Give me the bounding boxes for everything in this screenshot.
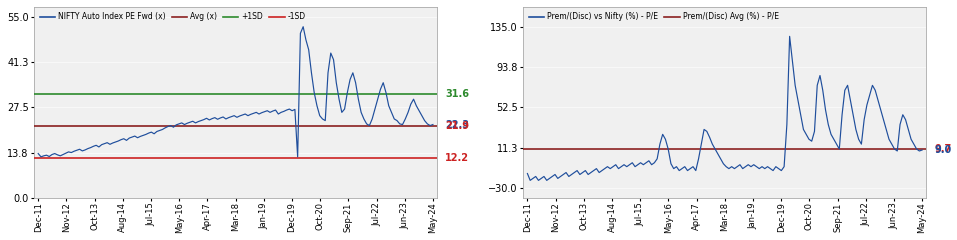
Text: 12.2: 12.2	[445, 153, 469, 163]
Text: 9.7: 9.7	[934, 144, 951, 154]
Text: 31.6: 31.6	[445, 89, 469, 99]
Legend: NIFTY Auto Index PE Fwd (x), Avg (x), +1SD, -1SD: NIFTY Auto Index PE Fwd (x), Avg (x), +1…	[38, 11, 307, 23]
Text: 9.0: 9.0	[934, 145, 951, 155]
Text: 21.9: 21.9	[445, 121, 469, 131]
Text: 22.3: 22.3	[445, 120, 469, 130]
Legend: Prem/(Disc) vs Nifty (%) - P/E, Prem/(Disc) Avg (%) - P/E: Prem/(Disc) vs Nifty (%) - P/E, Prem/(Di…	[527, 11, 780, 23]
